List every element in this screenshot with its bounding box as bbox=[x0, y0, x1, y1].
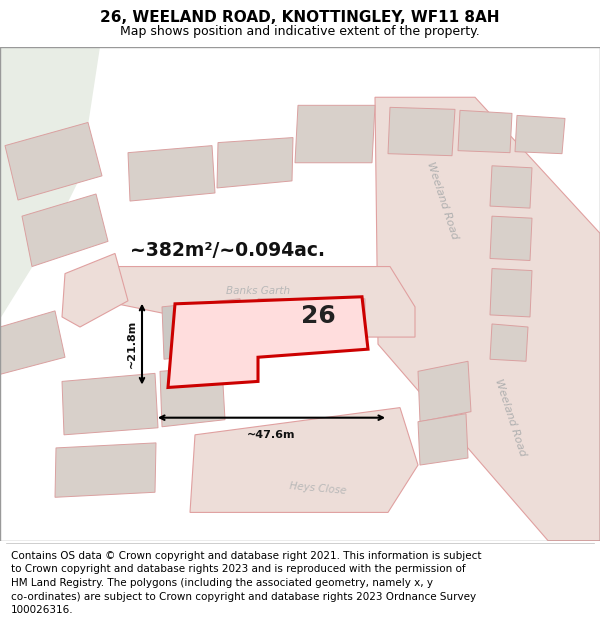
Text: 26, WEELAND ROAD, KNOTTINGLEY, WF11 8AH: 26, WEELAND ROAD, KNOTTINGLEY, WF11 8AH bbox=[100, 10, 500, 25]
Text: Map shows position and indicative extent of the property.: Map shows position and indicative extent… bbox=[120, 24, 480, 38]
Polygon shape bbox=[102, 266, 415, 337]
Text: ~21.8m: ~21.8m bbox=[127, 320, 137, 368]
Polygon shape bbox=[458, 111, 512, 152]
Polygon shape bbox=[5, 122, 102, 200]
Text: Contains OS data © Crown copyright and database right 2021. This information is : Contains OS data © Crown copyright and d… bbox=[11, 551, 481, 615]
Text: Weeland Road: Weeland Road bbox=[425, 160, 459, 240]
Polygon shape bbox=[388, 107, 455, 156]
Text: ~47.6m: ~47.6m bbox=[247, 430, 296, 440]
Polygon shape bbox=[375, 98, 600, 541]
Polygon shape bbox=[515, 116, 565, 154]
Text: Banks Garth: Banks Garth bbox=[226, 286, 290, 296]
Text: Heys Close: Heys Close bbox=[289, 481, 347, 496]
Polygon shape bbox=[55, 443, 156, 498]
Polygon shape bbox=[418, 414, 468, 465]
Polygon shape bbox=[490, 216, 532, 261]
Polygon shape bbox=[490, 324, 528, 361]
Polygon shape bbox=[258, 299, 365, 351]
Polygon shape bbox=[160, 366, 225, 427]
Polygon shape bbox=[190, 408, 418, 512]
Polygon shape bbox=[0, 311, 65, 374]
Polygon shape bbox=[168, 297, 368, 388]
Polygon shape bbox=[217, 138, 293, 188]
Polygon shape bbox=[162, 299, 242, 359]
Polygon shape bbox=[128, 146, 215, 201]
Polygon shape bbox=[0, 47, 100, 319]
Polygon shape bbox=[418, 361, 471, 422]
Text: ~382m²/~0.094ac.: ~382m²/~0.094ac. bbox=[130, 241, 325, 260]
Polygon shape bbox=[22, 194, 108, 266]
Polygon shape bbox=[62, 254, 128, 327]
Text: 26: 26 bbox=[301, 304, 335, 328]
Polygon shape bbox=[295, 106, 375, 162]
Text: Weeland Road: Weeland Road bbox=[493, 378, 527, 458]
Polygon shape bbox=[490, 166, 532, 208]
Polygon shape bbox=[490, 269, 532, 317]
Polygon shape bbox=[62, 373, 158, 435]
